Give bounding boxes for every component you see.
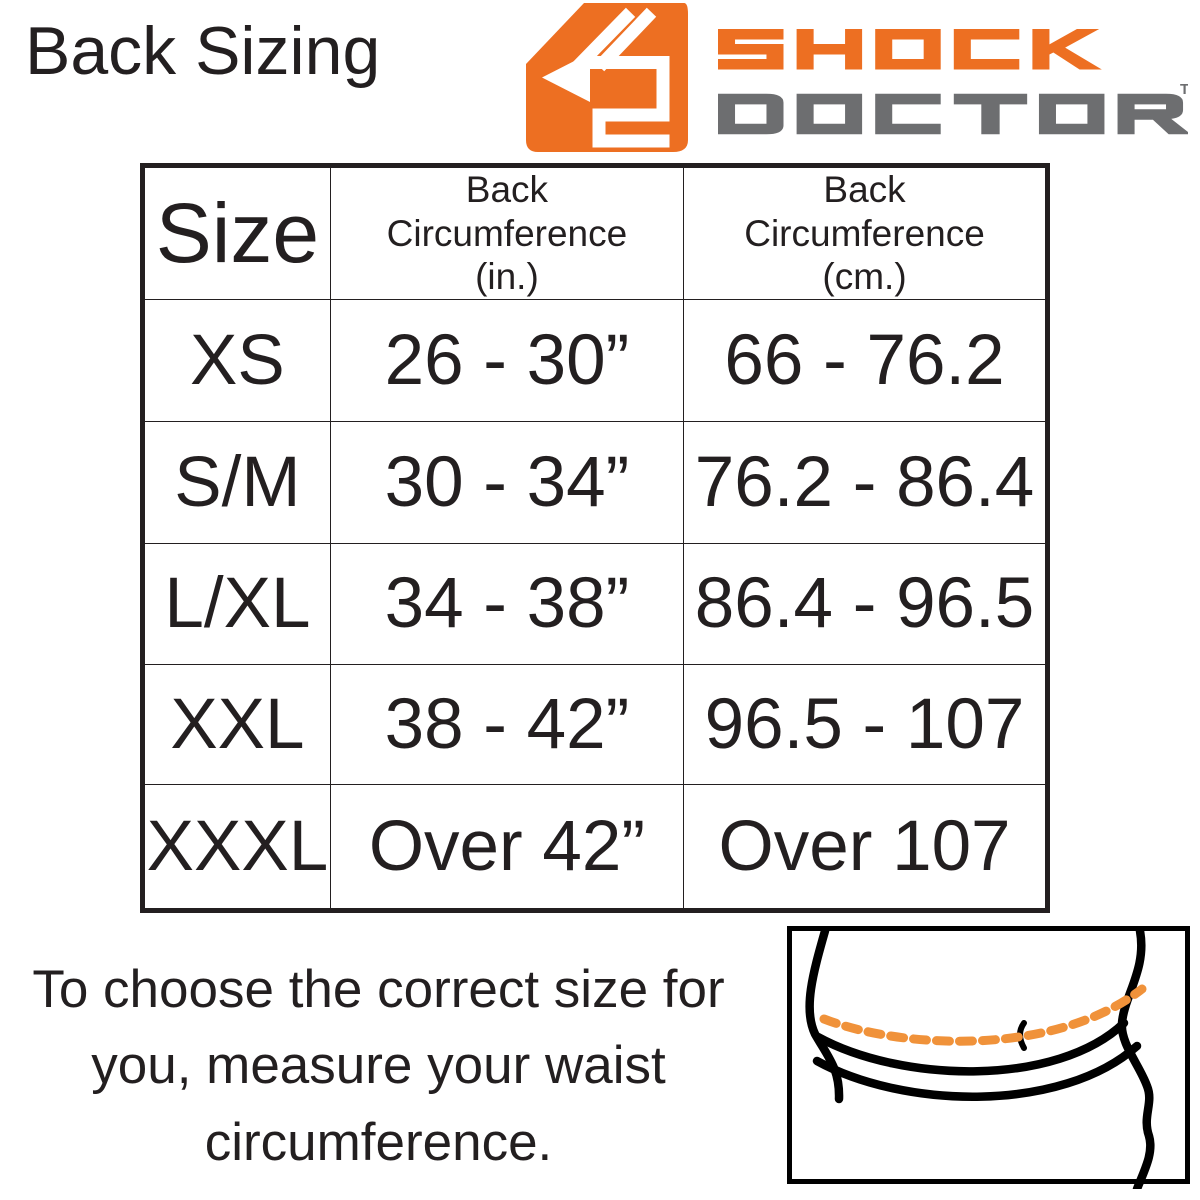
svg-text:TM: TM (1180, 81, 1188, 98)
